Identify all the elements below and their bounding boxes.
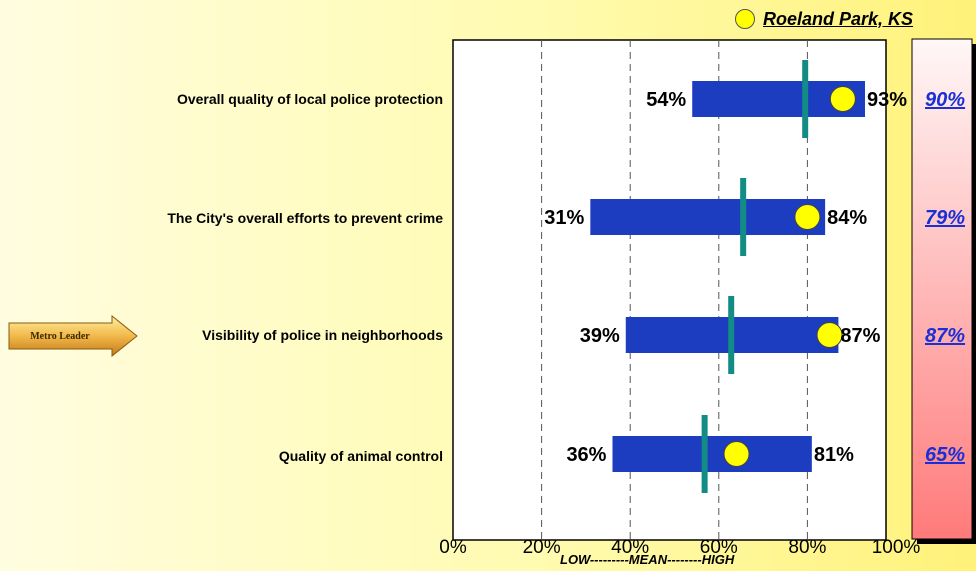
- x-tick-label: 40%: [611, 537, 649, 558]
- category-label: The City's overall efforts to prevent cr…: [167, 210, 443, 226]
- city-value-link[interactable]: 65%: [925, 444, 965, 466]
- low-value-label: 31%: [544, 207, 584, 229]
- mean-marker: [802, 60, 809, 138]
- metro-leader-callout: Metro Leader: [8, 315, 138, 357]
- high-value-label: 84%: [827, 207, 867, 229]
- mean-marker: [740, 178, 747, 256]
- city-markers: [723, 86, 856, 467]
- x-tick-label: 80%: [788, 537, 826, 558]
- high-value-label: 93%: [867, 89, 907, 111]
- arrow-right-icon: [8, 315, 138, 357]
- city-value-panel: [911, 38, 973, 540]
- range-bar: [590, 199, 826, 235]
- city-value-labels[interactable]: 90% 79% 87% 65%: [925, 89, 965, 466]
- x-tick-label: 60%: [700, 537, 738, 558]
- x-tick-label: 0%: [439, 537, 467, 558]
- x-tick-label: 20%: [523, 537, 561, 558]
- range-bars: [590, 81, 865, 472]
- category-label: Overall quality of local police protecti…: [176, 91, 443, 107]
- legend: Roeland Park, KS: [735, 7, 913, 31]
- mean-markers: [701, 60, 809, 493]
- x-axis-title: LOW---------MEAN--------HIGH: [560, 552, 735, 567]
- category-label: Quality of animal control: [278, 448, 443, 464]
- mean-marker: [728, 296, 735, 374]
- city-marker: [829, 86, 856, 112]
- city-marker: [816, 322, 843, 348]
- city-marker: [723, 441, 750, 467]
- city-value-link[interactable]: 87%: [925, 325, 965, 347]
- city-value-link[interactable]: 90%: [925, 89, 965, 111]
- city-value-link[interactable]: 79%: [925, 207, 965, 229]
- low-value-label: 54%: [646, 89, 686, 111]
- legend-label: Roeland Park, KS: [763, 8, 914, 29]
- value-labels: 54% 93% 31% 84% 39% 87% 36% 81%: [544, 89, 907, 466]
- mean-marker: [701, 415, 708, 493]
- x-tick-label: 100%: [872, 537, 921, 558]
- range-bar: [612, 436, 812, 472]
- city-marker: [794, 204, 821, 230]
- low-value-label: 36%: [566, 444, 606, 466]
- low-value-label: 39%: [580, 325, 620, 347]
- high-value-label: 87%: [840, 325, 880, 347]
- legend-marker-icon: [735, 9, 755, 29]
- metro-leader-label: Metro Leader: [30, 330, 90, 342]
- x-tick-labels: 0% 20% 40% 60% 80% 100%: [439, 537, 920, 558]
- category-label: Visibility of police in neighborhoods: [202, 327, 443, 343]
- high-value-label: 81%: [814, 444, 854, 466]
